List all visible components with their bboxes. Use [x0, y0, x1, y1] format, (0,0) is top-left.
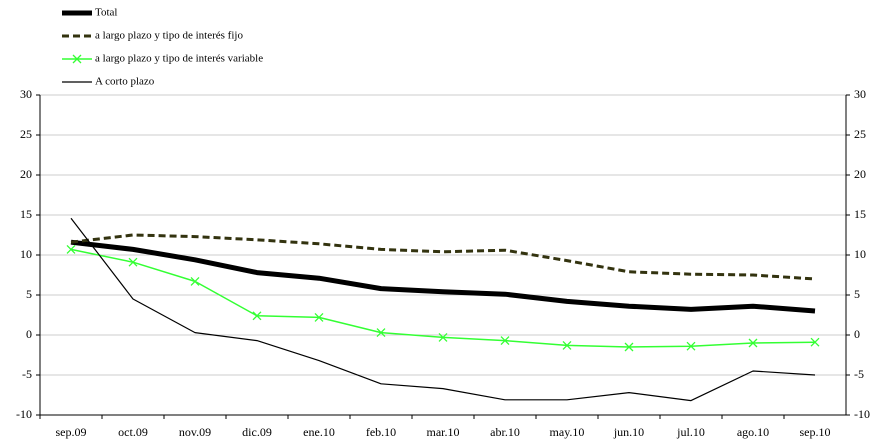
legend-item: a largo plazo y tipo de interés fijo: [62, 30, 243, 42]
legend-label: a largo plazo y tipo de interés variable: [95, 53, 263, 65]
y2-tick-label: 15: [854, 207, 866, 221]
y2-tick-label: 0: [854, 327, 860, 341]
marker: [562, 340, 572, 350]
y2-tick-label: -10: [854, 407, 870, 421]
series-line: [70, 248, 816, 348]
y2-tick-label: 30: [854, 87, 866, 101]
marker: [190, 276, 200, 286]
y-tick-label: 5: [26, 287, 32, 301]
y-tick-label: 10: [20, 247, 32, 261]
series: [66, 244, 820, 352]
y2-tick-label: 25: [854, 127, 866, 141]
marker: [314, 312, 324, 322]
series-line: [70, 239, 816, 314]
x-tick-label: feb.10: [366, 425, 396, 439]
legend-label: a largo plazo y tipo de interés fijo: [95, 30, 243, 42]
series: [70, 233, 816, 281]
y-tick-label: 20: [20, 167, 32, 181]
y2-tick-label: -5: [854, 367, 864, 381]
x-tick-label: sep.09: [56, 425, 87, 439]
y-tick-label: 0: [26, 327, 32, 341]
y-tick-label: -10: [16, 407, 32, 421]
marker: [376, 328, 386, 338]
series: [70, 239, 816, 314]
y2-tick-label: 20: [854, 167, 866, 181]
series: [70, 217, 816, 402]
marker: [438, 332, 448, 342]
x-tick-label: may.10: [550, 425, 585, 439]
marker: [500, 336, 510, 346]
y-tick-label: 30: [20, 87, 32, 101]
legend-item: A corto plazo: [62, 76, 155, 88]
marker: [252, 311, 262, 321]
x-tick-label: jun.10: [613, 425, 644, 439]
y-tick-label: 25: [20, 127, 32, 141]
series-line: [70, 217, 816, 402]
legend-item: Total: [62, 7, 117, 19]
legend-item: a largo plazo y tipo de interés variable: [62, 53, 263, 65]
x-tick-label: dic.09: [242, 425, 272, 439]
legend-label: A corto plazo: [95, 76, 155, 88]
marker: [810, 337, 820, 347]
marker: [748, 338, 758, 348]
x-tick-label: jul.10: [676, 425, 705, 439]
y2-tick-label: 10: [854, 247, 866, 261]
x-tick-label: ago.10: [737, 425, 769, 439]
y-tick-label: -5: [22, 367, 32, 381]
y-tick-label: 15: [20, 207, 32, 221]
x-tick-label: nov.09: [179, 425, 211, 439]
x-tick-label: oct.09: [118, 425, 148, 439]
legend-marker: [72, 54, 82, 64]
x-tick-label: sep.10: [800, 425, 831, 439]
x-tick-label: mar.10: [427, 425, 460, 439]
marker: [66, 244, 76, 254]
x-tick-label: abr.10: [490, 425, 520, 439]
series-line: [70, 233, 816, 281]
marker: [128, 257, 138, 267]
y2-tick-label: 5: [854, 287, 860, 301]
marker: [686, 341, 696, 351]
legend-label: Total: [95, 7, 117, 19]
marker: [624, 342, 634, 352]
x-tick-label: ene.10: [303, 425, 335, 439]
